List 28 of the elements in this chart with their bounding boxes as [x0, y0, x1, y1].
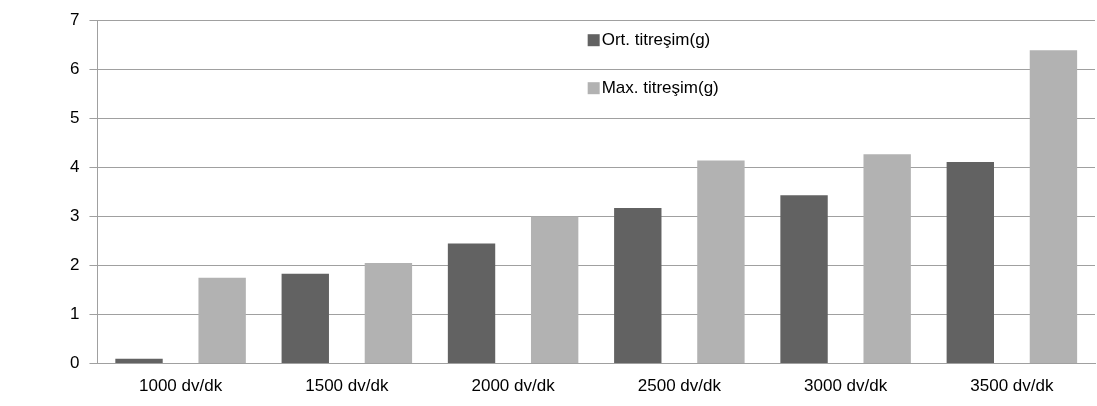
bar	[281, 273, 329, 364]
bar	[614, 208, 662, 364]
x-tick-label: 2500 dv/dk	[637, 376, 722, 396]
x-tick-label: 1500 dv/dk	[305, 376, 389, 396]
bar	[198, 277, 246, 364]
x-tick-label: 3500 dv/dk	[970, 376, 1054, 396]
bar	[447, 243, 496, 364]
y-tick-label: 0	[69, 353, 80, 373]
y-tick-label: 4	[69, 157, 80, 177]
legend-label: Ort. titreşim(g)	[601, 29, 711, 49]
legend-label: Max. titreşim(g)	[601, 77, 719, 97]
bar	[1029, 50, 1078, 364]
bar	[863, 154, 911, 364]
y-tick-label: 2	[69, 255, 80, 275]
y-tick-label: 6	[69, 58, 80, 78]
y-tick-label: 7	[69, 9, 80, 29]
x-tick-label: 3000 dv/dk	[804, 376, 888, 396]
y-tick-label: 1	[69, 304, 80, 324]
bar	[115, 358, 163, 364]
bar	[697, 160, 745, 364]
y-tick-label: 5	[69, 108, 80, 127]
bar	[946, 161, 994, 364]
bar	[780, 195, 828, 364]
bar	[364, 263, 413, 364]
y-tick-label: 3	[69, 206, 80, 226]
x-tick-label: 2000 dv/dk	[471, 376, 556, 396]
bar	[530, 216, 579, 364]
x-tick-label: 1000 dv/dk	[138, 376, 223, 396]
